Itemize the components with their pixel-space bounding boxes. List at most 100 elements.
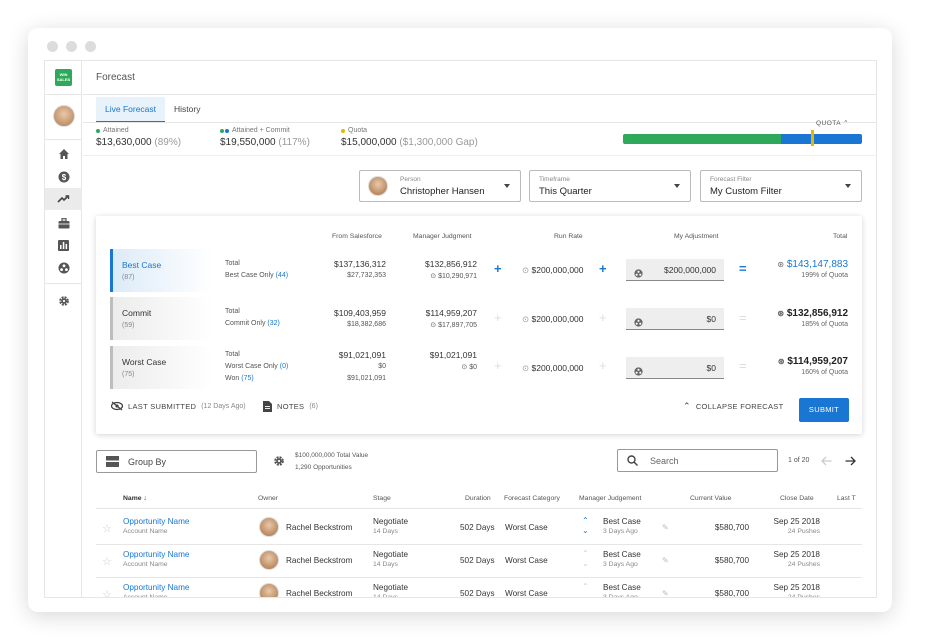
sf-sub: $18,382,686	[347, 321, 386, 328]
submit-button[interactable]: SUBMIT	[799, 398, 849, 422]
star-icon[interactable]: ☆	[102, 589, 112, 598]
sf-won: $91,021,091	[347, 375, 386, 382]
chevron-down-icon[interactable]: ⌄	[582, 559, 589, 568]
owner-name: Rachel Beckstrom	[286, 523, 353, 532]
col-owner[interactable]: Owner	[258, 495, 279, 502]
sidebar-item-forecast[interactable]	[45, 188, 82, 210]
plus-icon: +	[599, 358, 607, 373]
star-icon[interactable]: ☆	[102, 556, 112, 568]
commit-only-link[interactable]: (32)	[267, 320, 280, 327]
settings-gear-icon[interactable]	[273, 455, 285, 467]
tab-live-forecast[interactable]: Live Forecast	[96, 97, 166, 123]
chevron-up-icon[interactable]: ⌃	[582, 516, 589, 525]
notes-button[interactable]: NOTES (6)	[263, 401, 318, 412]
judgement-value: Best Case	[603, 583, 641, 592]
col-last-touch[interactable]: Last T	[837, 495, 856, 502]
table-row[interactable]: ☆ Opportunity Name Account Name Rachel Beck…	[96, 512, 862, 545]
total-worst-case: ⊛ $114,959,207 160% of Quota	[777, 356, 848, 376]
clock-icon: ⊙	[430, 322, 437, 329]
opportunity-name-link[interactable]: Opportunity Name	[123, 550, 190, 559]
collapse-forecast-button[interactable]: ⌃ COLLAPSE FORECAST	[683, 401, 784, 411]
worst-case-only-link[interactable]: (0)	[279, 363, 289, 370]
edit-pencil-icon[interactable]: ✎	[662, 523, 669, 532]
caret-down-icon	[845, 184, 851, 188]
dollar-icon: $	[58, 171, 69, 183]
account-name: Account Name	[123, 528, 168, 535]
section-divider	[83, 155, 876, 156]
chevron-up-icon[interactable]: ⌃	[582, 582, 589, 591]
col-current-value[interactable]: Current Value	[690, 495, 732, 502]
judgement-stepper[interactable]: ⌃ ⌄	[582, 549, 589, 569]
quota-toggle[interactable]: QUOTA ⌃	[816, 120, 850, 127]
sidebar-item-home[interactable]	[45, 143, 82, 165]
chevron-up-icon[interactable]: ⌃	[582, 549, 589, 558]
arrow-right-icon[interactable]	[845, 456, 856, 466]
chevron-down-icon[interactable]: ⌄	[582, 592, 589, 598]
row-commit[interactable]: Commit (59)	[110, 297, 212, 340]
stage-name: Negotiate	[373, 583, 409, 592]
won-link[interactable]: (75)	[241, 375, 254, 382]
sidebar-item-deals[interactable]	[45, 212, 82, 234]
close-date: Sep 25 2018	[773, 550, 820, 559]
edit-pencil-icon[interactable]: ✎	[662, 589, 669, 598]
edit-pencil-icon[interactable]: ✎	[662, 556, 669, 565]
row-best-case[interactable]: Best Case (87)	[110, 249, 212, 292]
sidebar-item-revenue[interactable]: $	[45, 166, 82, 188]
owner-avatar	[259, 550, 279, 570]
clock-icon: ⊙	[430, 273, 437, 280]
owner-name: Rachel Beckstrom	[286, 556, 353, 565]
window-dot-maximize[interactable]	[85, 41, 96, 52]
col-name[interactable]: Name ↓	[123, 495, 147, 502]
window-dot-minimize[interactable]	[66, 41, 77, 52]
account-name: Account Name	[123, 561, 168, 568]
arrow-left-icon[interactable]	[821, 456, 832, 466]
run-rate-value: ⊙ $200,000,000	[522, 265, 584, 275]
adjustment-input[interactable]: $0	[626, 357, 724, 379]
window-dot-close[interactable]	[47, 41, 58, 52]
user-avatar[interactable]	[53, 105, 75, 127]
chevron-down-icon[interactable]: ⌄	[582, 526, 589, 535]
sidebar-item-settings[interactable]	[45, 290, 82, 312]
search-field[interactable]: Search	[617, 449, 778, 472]
star-icon[interactable]: ☆	[102, 523, 112, 535]
col-duration[interactable]: Duration	[465, 495, 491, 502]
forecast-filter-select[interactable]: Forecast Filter My Custom Filter	[700, 170, 862, 202]
header-from-salesforce: From Salesforce	[332, 233, 382, 240]
search-input[interactable]: Search	[650, 456, 679, 466]
sidebar-item-reports[interactable]	[45, 234, 82, 256]
col-manager-judgement[interactable]: Manager Judgement	[579, 495, 642, 502]
opportunity-name-link[interactable]: Opportunity Name	[123, 583, 190, 592]
table-row[interactable]: ☆ Opportunity Name Account Name Rachel Beck…	[96, 545, 862, 578]
quota-marker	[811, 130, 814, 146]
chevron-up-icon: ⌃	[843, 120, 850, 127]
adjustment-input[interactable]: $0	[626, 308, 724, 330]
col-stage[interactable]: Stage	[373, 495, 391, 502]
forecast-category-value: Worst Case	[505, 556, 548, 565]
search-icon	[627, 455, 638, 466]
app-logo[interactable]: WIN SALES	[55, 69, 72, 86]
row-worst-case[interactable]: Worst Case (75)	[110, 346, 212, 389]
judgement-stepper[interactable]: ⌃ ⌄	[582, 516, 589, 536]
total-label: Total	[225, 351, 240, 358]
sf-total: $91,021,091	[338, 350, 386, 360]
account-name: Account Name	[123, 594, 168, 598]
sidebar-item-team[interactable]	[45, 257, 82, 279]
owner-avatar	[259, 583, 279, 597]
person-select[interactable]: Person Christopher Hansen	[359, 170, 521, 202]
judgement-stepper[interactable]: ⌃ ⌄	[582, 582, 589, 598]
adjustment-input[interactable]: $200,000,000	[626, 259, 724, 281]
tab-history[interactable]: History	[174, 104, 201, 114]
table-row[interactable]: ☆ Opportunity Name Account Name Rachel Beck…	[96, 578, 862, 598]
group-by-select[interactable]: Group By	[96, 450, 257, 473]
last-submitted-button[interactable]: LAST SUBMITTED (12 Days Ago)	[111, 401, 246, 411]
opportunity-name-link[interactable]: Opportunity Name	[123, 517, 190, 526]
won-label: Won (75)	[225, 375, 254, 382]
stage-name: Negotiate	[373, 517, 409, 526]
judgement-time: 3 Days Ago	[603, 594, 638, 598]
col-forecast-category[interactable]: Forecast Category	[504, 495, 560, 502]
total-best-case: ⊛ $143,147,883 199% of Quota	[777, 259, 848, 279]
best-case-only-link[interactable]: (44)	[275, 272, 289, 279]
timeframe-select[interactable]: Timeframe This Quarter	[529, 170, 691, 202]
col-close-date[interactable]: Close Date	[780, 495, 814, 502]
mj-total: $91,021,091	[429, 350, 477, 360]
